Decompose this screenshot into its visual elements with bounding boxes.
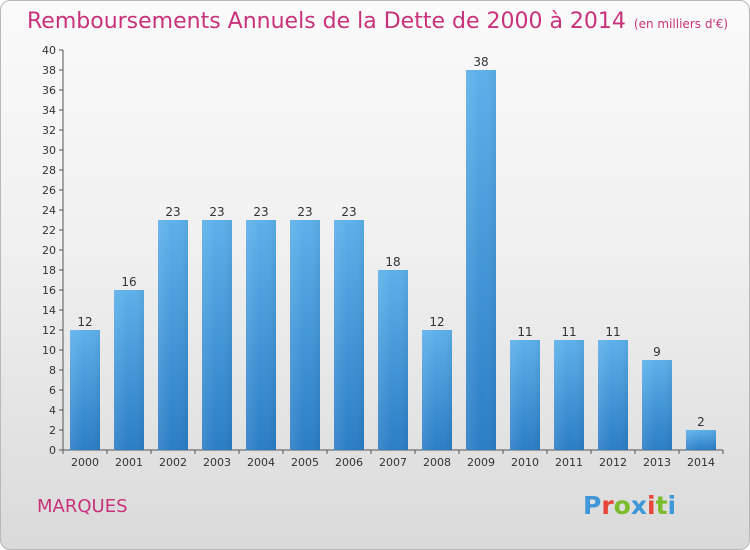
y-tick-label: 32 [42,124,56,137]
logo-letter: i [667,491,677,520]
y-tick-label: 14 [42,304,56,317]
x-tick-label: 2012 [599,456,627,469]
bar-shine-2014 [686,430,716,450]
y-tick-label: 6 [49,384,56,397]
y-tick-label: 28 [42,164,56,177]
x-tick-label: 2014 [687,456,715,469]
x-tick-label: 2000 [71,456,99,469]
logo-letter: r [601,491,614,520]
chart-title: Remboursements Annuels de la Dette de 20… [27,9,728,34]
bar-shine-2011 [554,340,584,450]
y-tick-label: 12 [42,324,56,337]
y-tick-label: 36 [42,84,56,97]
logo-letter: o [613,491,631,520]
y-tick-label: 10 [42,344,56,357]
x-tick-label: 2006 [335,456,363,469]
proxiti-logo: Proxiti [583,491,676,520]
logo-letter: P [583,491,602,520]
data-label: 23 [253,205,268,219]
bar-shine-2005 [290,220,320,450]
city-name: MARQUES [37,496,128,517]
y-tick-label: 20 [42,244,56,257]
bar-shine-2012 [598,340,628,450]
data-label: 11 [605,325,620,339]
x-tick-label: 2009 [467,456,495,469]
y-tick-label: 24 [42,204,56,217]
y-tick-label: 34 [42,104,56,117]
y-tick-label: 26 [42,184,56,197]
x-tick-label: 2011 [555,456,583,469]
bar-shine-2003 [202,220,232,450]
data-label: 18 [385,255,400,269]
data-label: 11 [561,325,576,339]
bar-shine-2007 [378,270,408,450]
x-tick-label: 2010 [511,456,539,469]
y-tick-label: 2 [49,424,56,437]
x-tick-label: 2007 [379,456,407,469]
data-label: 9 [653,345,661,359]
y-tick-label: 30 [42,144,56,157]
logo-letter: t [655,491,668,520]
data-label: 38 [473,55,488,69]
bar-shine-2009 [466,70,496,450]
y-tick-label: 4 [49,404,56,417]
data-label: 23 [165,205,180,219]
x-tick-label: 2013 [643,456,671,469]
x-tick-label: 2008 [423,456,451,469]
chart-subtitle: (en milliers d'€) [633,17,729,31]
title-text: Remboursements Annuels de la Dette de 20… [27,9,626,34]
bar-shine-2000 [70,330,100,450]
bar-shine-2006 [334,220,364,450]
x-tick-label: 2003 [203,456,231,469]
data-label: 23 [341,205,356,219]
x-tick-label: 2002 [159,456,187,469]
logo-letter: i [647,491,656,520]
data-label: 2 [697,415,705,429]
bar-shine-2002 [158,220,188,450]
y-tick-label: 16 [42,284,56,297]
y-tick-label: 0 [49,444,56,457]
bar-shine-2004 [246,220,276,450]
data-label: 23 [297,205,312,219]
data-label: 12 [77,315,92,329]
axes: 0246810121416182022242628303234363840200… [42,44,724,469]
data-label: 11 [517,325,532,339]
bar-shine-2001 [114,290,144,450]
bars: 12 16 23 23 23 23 23 18 12 38 11 11 11 9 2 [70,55,716,450]
y-tick-label: 18 [42,264,56,277]
bar-shine-2013 [642,360,672,450]
bar-shine-2010 [510,340,540,450]
bar-shine-2008 [422,330,452,450]
y-tick-label: 8 [49,364,56,377]
data-label: 16 [121,275,136,289]
x-tick-label: 2005 [291,456,319,469]
x-tick-label: 2004 [247,456,275,469]
y-tick-label: 38 [42,64,56,77]
data-label: 12 [429,315,444,329]
data-label: 23 [209,205,224,219]
x-tick-label: 2001 [115,456,143,469]
y-tick-label: 22 [42,224,56,237]
logo-letter: x [630,491,647,520]
y-tick-label: 40 [42,44,56,57]
